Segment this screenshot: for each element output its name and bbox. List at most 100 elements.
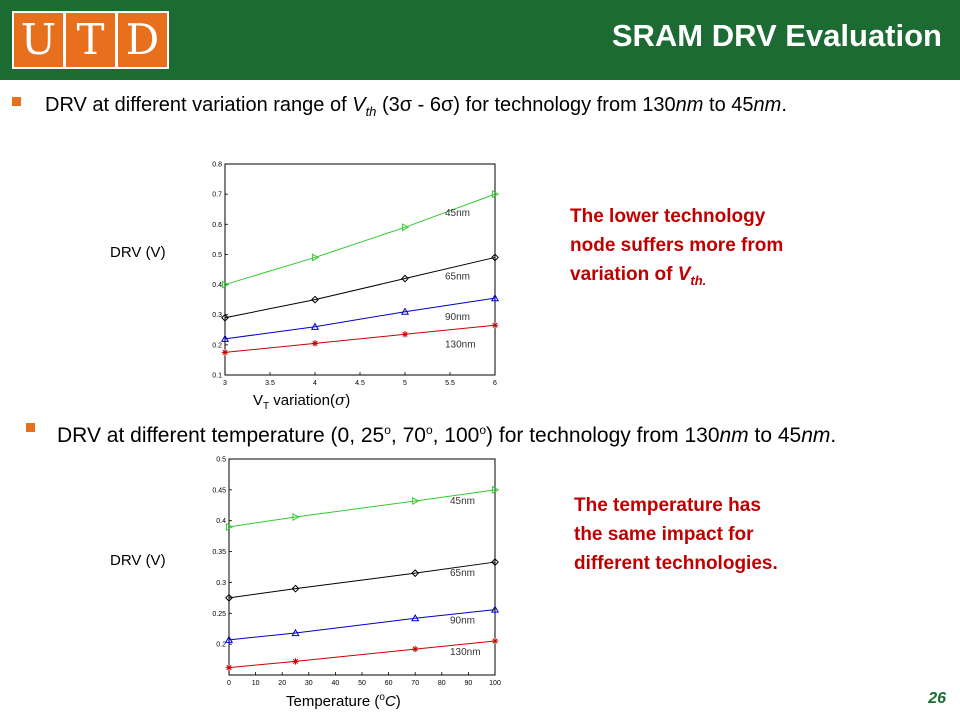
chart1-ytick-label: 0.3 — [212, 312, 222, 319]
chart2-xlabel-unit: C — [384, 693, 396, 710]
chart2-point-130nm — [292, 658, 299, 665]
chart1-point-65nm — [221, 313, 229, 322]
chart1-xlabel: VT variation(σ) — [253, 391, 350, 412]
chart1-ytick-label: 0.4 — [212, 282, 222, 289]
chart2-series-line-65nm — [228, 561, 496, 599]
chart2-xtick-label: 70 — [411, 680, 419, 687]
note-technology: The lower technology node suffers more f… — [570, 202, 783, 295]
chart1-series-line-65nm — [224, 256, 496, 319]
chart1-xtick-label: 5 — [403, 380, 407, 387]
logo-letter-t: T — [64, 11, 117, 69]
chart-temperature: 0 10 20 30 40 50 60 70 80 90 100 0.2 0.25 0.3 0.35 0.4 0… — [212, 457, 501, 688]
chart2-xlabel-close: ) — [395, 693, 401, 710]
chart1-ytick-label: 0.8 — [212, 162, 222, 169]
chart2-point-90nm — [490, 605, 500, 613]
chart2-series-label-90nm: 90nm — [450, 616, 475, 627]
chart1-series-line-45nm — [224, 193, 496, 286]
bullet-1-nm2: nm — [753, 94, 782, 116]
chart2-ytick-label: 0.3 — [216, 580, 226, 587]
chart2-xtick-label: 30 — [305, 680, 313, 687]
chart2-point-130nm — [491, 637, 499, 645]
chart2-xtick-label: 100 — [489, 680, 501, 687]
chart2-xtick-label: 50 — [358, 680, 366, 687]
chart1-xtick-label: 6 — [493, 380, 497, 387]
note1-sub: th. — [690, 272, 707, 288]
chart2-plot-frame — [228, 458, 496, 676]
chart-vt-variation: 3 3.5 4 4.5 5 5.5 6 0.1 0.2 0.3 0.4 0.5 0.6 0.7 0.8 45n… — [212, 162, 500, 387]
bullet-2-text-6: . — [830, 424, 837, 447]
note2-line1: The temperature has — [574, 495, 761, 516]
chart1-point-65nm — [311, 295, 319, 304]
chart2-series-line-130nm — [228, 640, 496, 669]
chart2-point-130nm — [225, 664, 233, 671]
chart2-series-label-130nm: 130nm — [450, 647, 481, 658]
chart2-point-90nm — [411, 613, 420, 622]
chart1-xlabel-sub: T — [263, 401, 270, 412]
note1-v: V — [677, 264, 691, 285]
chart2-xlabel-deg: o — [379, 692, 385, 703]
chart1-series-line-90nm — [224, 297, 496, 340]
bullet-2-text-5: to 45 — [748, 424, 802, 447]
chart2-xtick-label: 80 — [438, 680, 446, 687]
chart2-ytick-label: 0.45 — [212, 487, 226, 494]
note2-line2: the same impact for — [574, 524, 754, 545]
slide-title: SRAM DRV Evaluation — [611, 18, 942, 53]
chart1-ylabel: DRV (V) — [110, 244, 166, 261]
chart1-ytick-label: 0.1 — [212, 373, 222, 380]
chart1-point-45nm — [401, 223, 410, 232]
chart1-xlabel-sigma: σ — [334, 391, 346, 409]
chart2-xlabel-text: Temperature ( — [286, 693, 380, 710]
chart1-series-label-65nm: 65nm — [445, 271, 470, 282]
chart1-xtick-label: 4.5 — [355, 380, 365, 387]
chart2-ytick-label: 0.35 — [212, 549, 226, 556]
chart1-point-65nm — [401, 274, 409, 283]
chart2-xlabel: Temperature (oC) — [286, 692, 401, 710]
chart2-point-65nm — [225, 593, 233, 602]
chart2-xtick-label: 10 — [252, 680, 260, 687]
chart1-point-90nm — [220, 334, 230, 342]
bullet-1-v: V — [352, 94, 366, 116]
chart2-series-label-45nm: 45nm — [450, 496, 475, 507]
chart2-point-90nm — [291, 628, 300, 637]
bullet-1-text-4: . — [781, 94, 787, 116]
page-number: 26 — [928, 690, 946, 707]
chart1-plot-frame — [224, 163, 496, 376]
chart1-point-90nm — [310, 322, 320, 330]
chart2-ytick-label: 0.4 — [216, 518, 226, 525]
logo-letter-d: D — [116, 11, 169, 69]
chart1-ytick-label: 0.6 — [212, 222, 222, 229]
logo-letter-u: U — [12, 11, 65, 69]
chart2-point-130nm — [412, 645, 419, 653]
chart1-ytick-label: 0.2 — [212, 342, 222, 349]
bullet-2-text-4: ) for technology from 130 — [486, 424, 720, 447]
bullet-1-text-2: (3σ - 6σ) for technology from 130 — [376, 94, 676, 116]
chart2-point-45nm — [491, 485, 500, 494]
note1-line1: The lower technology — [570, 206, 766, 227]
chart2-xtick-label: 60 — [385, 680, 393, 687]
note1-line2: node suffers more from — [570, 235, 784, 256]
bullet-2-deg2: o — [425, 423, 433, 437]
chart1-series-label-45nm: 45nm — [445, 208, 470, 219]
chart1-xtick-label: 5.5 — [445, 380, 455, 387]
bullet-2-deg1: o — [384, 423, 391, 437]
chart1-point-45nm — [311, 253, 320, 262]
chart2-point-65nm — [291, 584, 300, 593]
chart2-ylabel: DRV (V) — [110, 552, 166, 569]
bullet-1-nm: nm — [675, 94, 704, 116]
chart2-point-45nm — [225, 522, 234, 531]
chart2-series-label-65nm: 65nm — [450, 568, 475, 579]
chart1-point-45nm — [491, 190, 500, 199]
bullet-2-nm2: nm — [801, 424, 831, 447]
chart1-xtick-label: 3.5 — [265, 380, 275, 387]
chart1-point-130nm — [491, 322, 499, 329]
chart1-ytick-label: 0.5 — [212, 252, 222, 259]
header-bar: U T D SRAM DRV Evaluation — [0, 0, 960, 80]
chart2-xtick-label: 0 — [227, 680, 231, 687]
bullet-marker-2 — [26, 423, 35, 432]
chart1-series-label-130nm: 130nm — [445, 339, 476, 350]
bullet-1: DRV at different variation range of Vth … — [45, 91, 925, 126]
chart1-series-line-130nm — [224, 324, 496, 353]
chart2-point-65nm — [491, 558, 499, 566]
bullet-2-text: DRV at different temperature (0, 25 — [57, 424, 385, 447]
chart1-point-130nm — [221, 349, 229, 356]
